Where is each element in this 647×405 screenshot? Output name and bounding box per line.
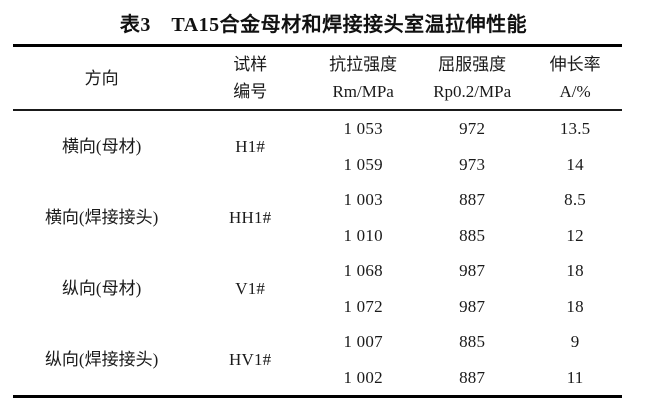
cell-rm: 1 010: [343, 225, 383, 245]
cell-rm: 1 053: [343, 119, 383, 139]
cell-rm: 1 007: [343, 332, 383, 352]
cell-sample-id: HH1#: [229, 208, 272, 227]
cell-rp02: 973: [459, 154, 486, 174]
cell-rm: 1 002: [343, 367, 383, 387]
col-header-elong-line2: A/%: [559, 82, 591, 101]
table-row: 1 010 885 12: [13, 218, 622, 254]
tensile-properties-table: 方向 试样 编号 抗拉强度 Rm/MPa 屈服强度 Rp0.2/MPa 伸长率 …: [13, 44, 622, 398]
cell-elongation: 18: [566, 296, 584, 316]
cell-elongation: 13.5: [559, 119, 591, 139]
cell-elongation: 9: [570, 332, 580, 352]
col-header-tensile-line1: 抗拉强度: [329, 55, 398, 74]
cell-rp02: 987: [459, 296, 486, 316]
table-row: 纵向(母材) V1# 1 068 987 18: [13, 253, 622, 297]
col-header-yield-line1: 屈服强度: [438, 55, 507, 74]
cell-sample-id: H1#: [235, 137, 266, 156]
cell-rp02: 885: [459, 225, 486, 245]
table-row: 横向(焊接接头) HH1# 1 003 887 8.5: [13, 182, 622, 226]
col-header-direction: 方向: [13, 45, 191, 111]
col-header-sample-line2: 编号: [233, 82, 268, 101]
table-row: 纵向(焊接接头) HV1# 1 007 885 9: [13, 324, 622, 368]
cell-direction: 纵向(母材): [61, 279, 142, 298]
col-header-yield-line2: Rp0.2/MPa: [433, 82, 512, 101]
cell-rp02: 987: [459, 261, 486, 281]
table-header: 方向 试样 编号 抗拉强度 Rm/MPa 屈服强度 Rp0.2/MPa 伸长率 …: [13, 45, 622, 111]
table-row: 1 072 987 18: [13, 289, 622, 325]
col-header-elongation: 伸长率 A/%: [528, 45, 622, 111]
cell-rp02: 887: [459, 190, 486, 210]
table-row: 横向(母材) H1# 1 053 972 13.5: [13, 110, 622, 155]
cell-elongation: 8.5: [564, 190, 587, 210]
table-row: 1 059 973 14: [13, 147, 622, 183]
cell-rm: 1 059: [343, 154, 383, 174]
cell-direction: 横向(母材): [61, 137, 142, 156]
cell-rm: 1 072: [343, 296, 383, 316]
col-header-yield-strength: 屈服强度 Rp0.2/MPa: [416, 45, 529, 111]
cell-rp02: 885: [459, 332, 486, 352]
cell-elongation: 18: [566, 261, 584, 281]
col-header-tensile-strength: 抗拉强度 Rm/MPa: [310, 45, 417, 111]
cell-direction: 纵向(焊接接头): [44, 350, 159, 369]
col-header-sample-line1: 试样: [233, 55, 268, 74]
col-header-sample: 试样 编号: [190, 45, 311, 111]
cell-rm: 1 068: [343, 261, 383, 281]
cell-sample-id: V1#: [235, 279, 266, 298]
table-row: 1 002 887 11: [13, 360, 622, 397]
cell-elongation: 11: [566, 367, 584, 387]
cell-sample-id: HV1#: [229, 350, 272, 369]
table-caption: 表3 TA15合金母材和焊接接头室温拉伸性能: [119, 14, 528, 36]
cell-rp02: 972: [459, 119, 486, 139]
cell-direction: 横向(焊接接头): [44, 208, 159, 227]
table-body: 横向(母材) H1# 1 053 972 13.5 1 059 973 14 横…: [13, 110, 622, 397]
cell-elongation: 14: [566, 154, 584, 174]
col-header-tensile-line2: Rm/MPa: [332, 82, 394, 101]
col-header-direction-label: 方向: [84, 68, 119, 88]
cell-elongation: 12: [566, 225, 584, 245]
cell-rp02: 887: [459, 367, 486, 387]
col-header-elong-line1: 伸长率: [549, 55, 601, 74]
cell-rm: 1 003: [343, 190, 383, 210]
data-table: 方向 试样 编号 抗拉强度 Rm/MPa 屈服强度 Rp0.2/MPa 伸长率 …: [13, 44, 622, 398]
